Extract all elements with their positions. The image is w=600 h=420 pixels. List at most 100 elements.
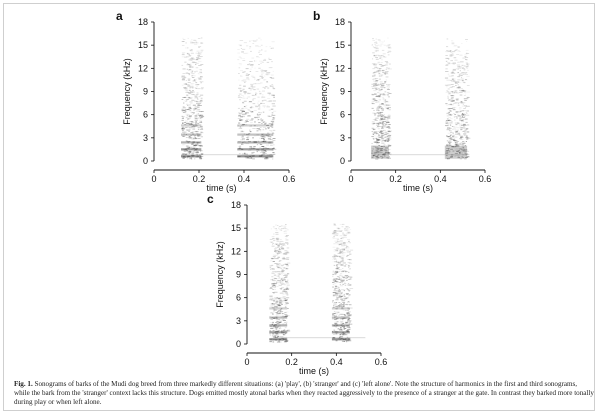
spectro-speck <box>267 128 270 129</box>
spectro-speck <box>273 309 276 311</box>
spectro-speck <box>270 138 272 140</box>
spectro-speck <box>386 94 389 96</box>
spectro-speck <box>266 135 270 137</box>
spectro-speck <box>341 254 345 256</box>
spectro-speck <box>239 126 242 128</box>
spectro-speck <box>244 93 246 95</box>
spectro-speck <box>387 136 390 138</box>
spectro-speck <box>281 331 283 332</box>
spectro-speck <box>194 100 198 102</box>
spectro-speck <box>446 150 450 152</box>
spectro-speck <box>334 230 337 231</box>
spectro-speck <box>345 297 349 299</box>
spectro-speck <box>333 231 337 233</box>
spectro-speck <box>377 44 380 46</box>
spectro-speck <box>191 57 194 59</box>
spectro-speck <box>284 274 288 276</box>
spectro-speck <box>451 54 455 56</box>
spectro-speck <box>464 130 467 132</box>
spectro-speck <box>252 128 256 129</box>
spectro-speck <box>384 104 388 105</box>
spectro-speck <box>341 307 343 309</box>
spectro-speck <box>460 110 462 112</box>
spectro-speck <box>449 124 451 126</box>
spectro-speck <box>377 62 381 64</box>
spectro-speck <box>333 289 337 291</box>
spectro-speck <box>262 127 267 128</box>
spectro-speck <box>342 334 345 336</box>
spectro-speck <box>347 230 350 232</box>
spectro-speck <box>282 244 286 246</box>
spectro-speck <box>280 278 285 280</box>
spectro-speck <box>198 96 201 98</box>
spectro-speck <box>285 280 287 282</box>
spectro-speck <box>340 264 344 266</box>
spectro-speck <box>268 94 271 96</box>
spectro-speck <box>387 125 390 127</box>
spectro-speck <box>250 122 253 124</box>
harmonic-band <box>269 307 288 310</box>
spectro-speck <box>340 251 344 253</box>
spectro-speck <box>195 117 197 119</box>
spectro-speck <box>191 112 194 114</box>
spectro-speck <box>459 111 461 113</box>
spectro-speck <box>188 153 191 155</box>
spectro-speck <box>378 112 382 114</box>
spectro-speck <box>279 273 281 275</box>
spectro-speck <box>449 150 451 152</box>
panel-label: b <box>313 9 320 23</box>
spectro-speck <box>271 114 274 116</box>
spectro-speck <box>275 328 278 330</box>
spectro-speck <box>189 107 192 109</box>
spectro-speck <box>279 260 283 262</box>
spectro-speck <box>450 124 452 126</box>
spectro-speck <box>336 250 339 252</box>
spectro-speck <box>384 132 387 134</box>
spectro-speck <box>349 288 354 289</box>
spectro-speck <box>459 158 463 160</box>
spectro-speck <box>278 305 281 307</box>
spectro-speck <box>258 143 262 145</box>
spectro-speck <box>371 136 374 137</box>
spectro-speck <box>451 86 455 88</box>
spectro-speck <box>452 109 456 111</box>
spectro-speck <box>188 110 190 112</box>
spectro-speck <box>200 153 204 155</box>
spectro-speck <box>186 158 189 160</box>
spectro-speck <box>272 133 275 135</box>
spectro-speck <box>285 330 289 332</box>
spectro-speck <box>371 102 374 104</box>
spectro-speck <box>454 83 458 84</box>
y-axis-title: Frequency (kHz) <box>215 241 225 308</box>
spectro-speck <box>259 91 262 93</box>
spectro-speck <box>270 305 273 307</box>
spectro-speck <box>372 103 375 105</box>
spectro-speck <box>333 230 337 232</box>
spectro-speck <box>449 50 452 52</box>
spectro-speck <box>456 145 460 147</box>
spectro-speck <box>381 135 385 136</box>
spectro-speck <box>261 97 263 99</box>
spectro-speck <box>259 78 261 80</box>
spectro-speck <box>262 90 265 92</box>
spectro-speck <box>265 73 268 75</box>
spectro-speck <box>277 298 280 299</box>
spectro-speck <box>337 228 339 230</box>
x-tick-label: 0.4 <box>434 174 447 184</box>
spectro-speck <box>244 141 247 143</box>
spectro-speck <box>447 136 451 138</box>
spectro-speck <box>346 303 348 305</box>
spectro-speck <box>388 68 392 70</box>
spectro-speck <box>186 90 188 92</box>
spectro-speck <box>336 265 338 267</box>
spectro-speck <box>339 337 341 338</box>
spectro-speck <box>247 64 250 66</box>
spectro-speck <box>466 96 469 98</box>
spectro-speck <box>282 296 286 298</box>
spectro-speck <box>185 145 189 147</box>
spectro-speck <box>186 123 190 125</box>
spectro-speck <box>181 128 183 130</box>
spectro-speck <box>348 294 351 296</box>
spectro-speck <box>347 276 350 278</box>
spectro-speck <box>272 313 274 315</box>
